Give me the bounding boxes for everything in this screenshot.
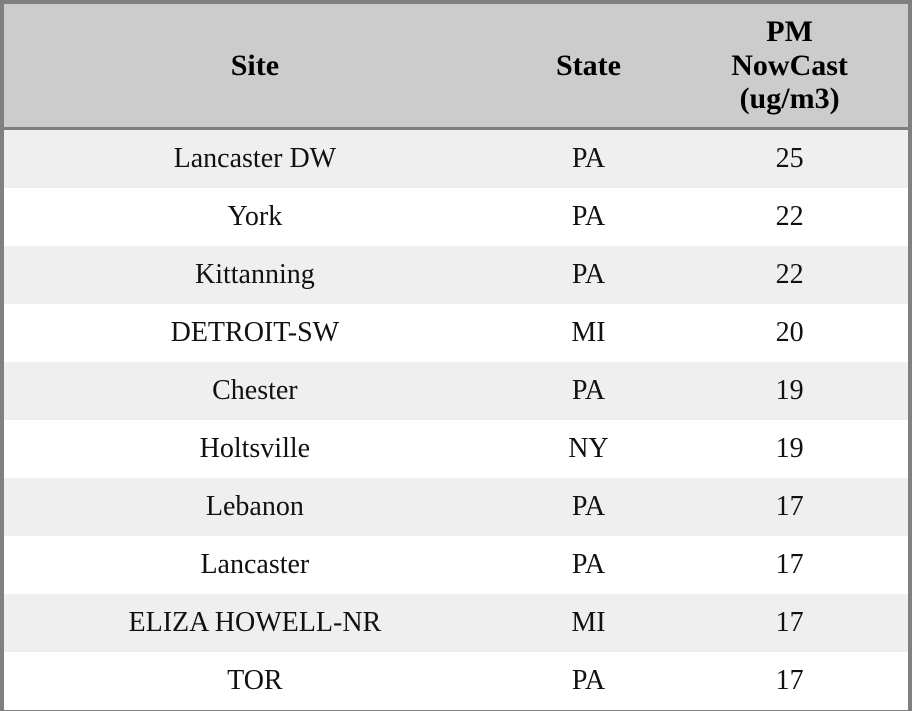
- cell-site: Lancaster DW: [4, 128, 506, 188]
- cell-state: PA: [505, 478, 672, 536]
- cell-state: PA: [505, 246, 672, 304]
- column-header-site[interactable]: Site: [4, 4, 506, 130]
- cell-site: DETROIT-SW: [4, 304, 506, 362]
- cell-pm-nowcast: 22: [671, 188, 908, 246]
- cell-site: Holtsville: [4, 420, 506, 478]
- cell-pm-nowcast: 17: [671, 478, 908, 536]
- cell-site: Kittanning: [4, 246, 506, 304]
- table-header: Site State PM NowCast (ug/m3): [4, 4, 908, 130]
- cell-pm-nowcast: 20: [671, 304, 908, 362]
- cell-pm-nowcast: 19: [671, 362, 908, 420]
- cell-state: NY: [505, 420, 672, 478]
- cell-pm-nowcast: 22: [671, 246, 908, 304]
- cell-site: ELIZA HOWELL-NR: [4, 594, 506, 652]
- table-row[interactable]: Kittanning PA 22: [4, 246, 908, 304]
- cell-state: PA: [505, 536, 672, 594]
- cell-state: PA: [505, 362, 672, 420]
- table-row[interactable]: York PA 22: [4, 188, 908, 246]
- cell-state: PA: [505, 128, 672, 188]
- table-body: Lancaster DW PA 25 York PA 22 Kittanning PA 22 DE…: [4, 128, 908, 710]
- table-row[interactable]: DETROIT-SW MI 20: [4, 304, 908, 362]
- table-row[interactable]: Lancaster PA 17: [4, 536, 908, 594]
- table-header-row: Site State PM NowCast (ug/m3): [4, 4, 908, 130]
- table-row[interactable]: Lebanon PA 17: [4, 478, 908, 536]
- air-quality-table: Site State PM NowCast (ug/m3) Lancaster …: [4, 4, 908, 710]
- table-row[interactable]: Lancaster DW PA 25: [4, 128, 908, 188]
- cell-site: Lancaster: [4, 536, 506, 594]
- table-row[interactable]: ELIZA HOWELL-NR MI 17: [4, 594, 908, 652]
- cell-site: York: [4, 188, 506, 246]
- cell-state: PA: [505, 652, 672, 710]
- cell-site: Chester: [4, 362, 506, 420]
- table-row[interactable]: Holtsville NY 19: [4, 420, 908, 478]
- cell-pm-nowcast: 17: [671, 536, 908, 594]
- cell-site: Lebanon: [4, 478, 506, 536]
- cell-site: TOR: [4, 652, 506, 710]
- column-header-pm-nowcast[interactable]: PM NowCast (ug/m3): [671, 4, 908, 130]
- cell-pm-nowcast: 19: [671, 420, 908, 478]
- cell-state: MI: [505, 594, 672, 652]
- cell-pm-nowcast: 17: [671, 594, 908, 652]
- column-header-state[interactable]: State: [505, 4, 672, 130]
- cell-state: PA: [505, 188, 672, 246]
- cell-pm-nowcast: 25: [671, 128, 908, 188]
- table-row[interactable]: TOR PA 17: [4, 652, 908, 710]
- table-row[interactable]: Chester PA 19: [4, 362, 908, 420]
- cell-state: MI: [505, 304, 672, 362]
- cell-pm-nowcast: 17: [671, 652, 908, 710]
